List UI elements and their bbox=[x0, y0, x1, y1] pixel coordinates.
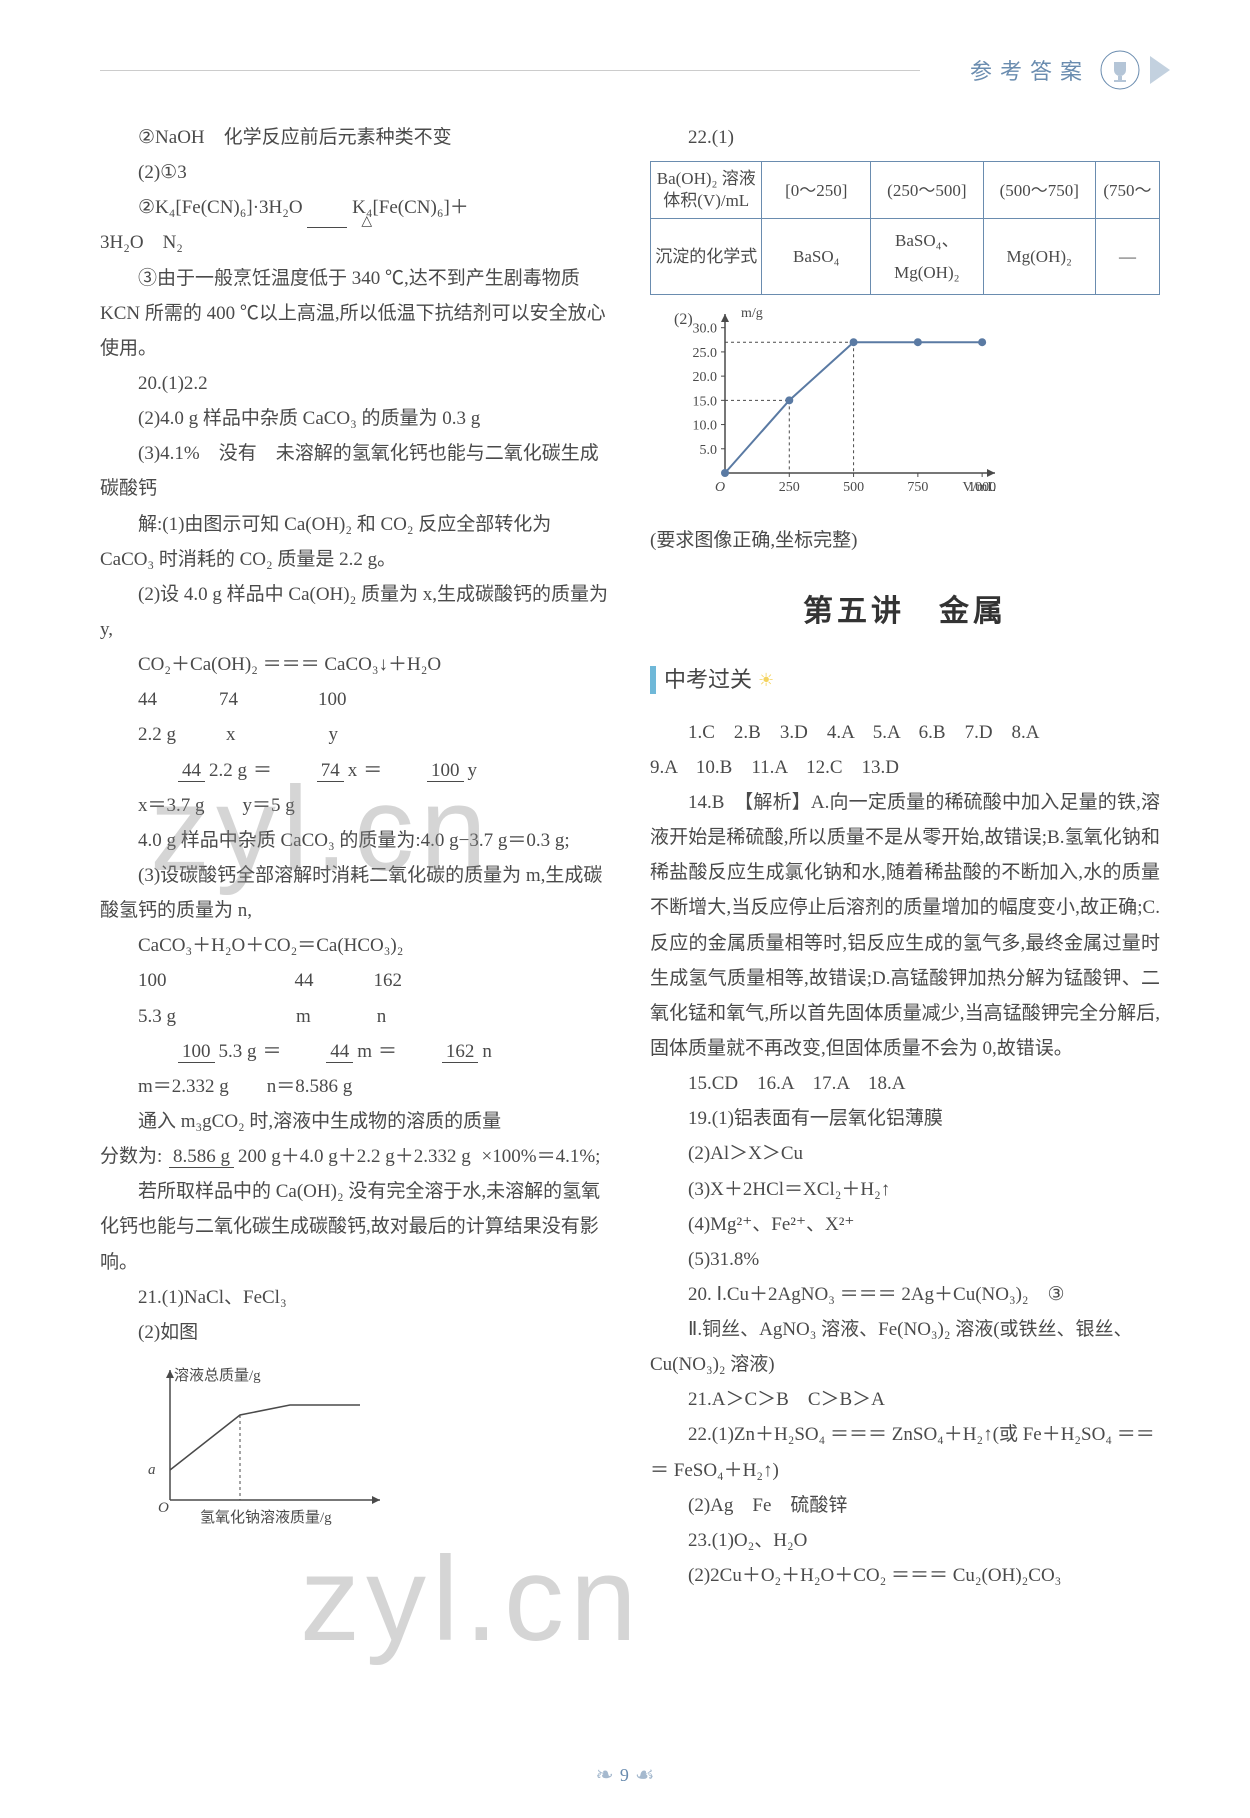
paragraph: (2)设 4.0 g 样品中 Ca(OH)₂ 质量为 x,生成碳酸钙的质量为 y… bbox=[100, 577, 610, 647]
page-number: 9 bbox=[620, 1765, 629, 1786]
sun-icon: ☀ bbox=[758, 664, 774, 697]
text-line: (5)31.8% bbox=[650, 1242, 1160, 1277]
svg-text:5.0: 5.0 bbox=[700, 443, 718, 458]
paragraph: 解:(1)由图示可知 Ca(OH)₂ 和 CO₂ 反应全部转化为 CaCO₃ 时… bbox=[100, 507, 610, 577]
table-cell: — bbox=[1095, 219, 1159, 295]
table-cell: [0～250] bbox=[762, 162, 871, 219]
page-header: 参考答案 bbox=[970, 50, 1170, 90]
explanation: 14.B 【解析】A.向一定质量的稀硫酸中加入足量的铁,溶液开始是稀硫酸,所以质… bbox=[650, 785, 1160, 1066]
text-line: (3)X＋2HCl＝XCl₂＋H₂↑ bbox=[650, 1172, 1160, 1207]
text-line: 22.(1)Zn＋H₂SO₄ ＝＝＝ ZnSO₄＋H₂↑(或 Fe＋H₂SO₄ … bbox=[650, 1417, 1160, 1487]
svg-text:25.0: 25.0 bbox=[693, 346, 718, 361]
answer-line: 9.A 10.B 11.A 12.C 13.D bbox=[650, 750, 1160, 785]
text-line: 21.(1)NaCl、FeCl₃ bbox=[100, 1280, 610, 1315]
text-line: (4)Mg²⁺、Fe²⁺、X²⁺ bbox=[650, 1207, 1160, 1242]
header-rule bbox=[100, 70, 920, 71]
left-column: ②NaOH 化学反应前后元素种类不变 (2)①3 ②K₄[Fe(CN)₆]·3H… bbox=[100, 120, 610, 1593]
text-line: 21.A＞C＞B C＞B＞A bbox=[650, 1382, 1160, 1417]
cup-icon bbox=[1100, 50, 1140, 90]
line-chart: 5.010.015.020.025.030.0O2505007501000m/g… bbox=[670, 303, 1160, 515]
svg-text:500: 500 bbox=[843, 480, 864, 495]
svg-text:O: O bbox=[158, 1500, 169, 1516]
text-line: (2)2Cu＋O₂＋H₂O＋CO₂ ＝＝＝ Cu₂(OH)₂CO₃ bbox=[650, 1558, 1160, 1593]
equation-row: 2.2 g x y bbox=[100, 717, 610, 752]
header-title: 参考答案 bbox=[970, 54, 1090, 86]
text-line: ②NaOH 化学反应前后元素种类不变 bbox=[100, 120, 610, 155]
table-header: 沉淀的化学式 bbox=[651, 219, 762, 295]
sub-title-text: 中考过关 bbox=[664, 660, 752, 701]
svg-text:10.0: 10.0 bbox=[693, 419, 718, 434]
paragraph: 若所取样品中的 Ca(OH)₂ 没有完全溶于水,未溶解的氢氧化钙也能与二氧化碳生… bbox=[100, 1174, 610, 1279]
answer-table: Ba(OH)₂ 溶液体积(V)/mL [0～250] (250～500] (50… bbox=[650, 161, 1160, 295]
equation: CaCO₃＋H₂O＋CO₂＝Ca(HCO₃)₂ bbox=[100, 928, 610, 963]
text-line: (3)4.1% 没有 未溶解的氢氧化钙也能与二氧化碳生成碳酸钙 bbox=[100, 436, 610, 506]
text-line: x＝3.7 g y＝5 g bbox=[100, 788, 610, 823]
text-line: (2)如图 bbox=[100, 1315, 610, 1350]
svg-text:a: a bbox=[148, 1462, 156, 1478]
leaf-left-icon: ❧ bbox=[595, 1762, 613, 1788]
text-line: m＝2.332 g n＝8.586 g bbox=[100, 1069, 610, 1104]
equation-row: 100 44 162 bbox=[100, 963, 610, 998]
sketch-ylabel: 溶液总质量/g bbox=[174, 1367, 261, 1384]
paragraph: (3)设碳酸钙全部溶解时消耗二氧化碳的质量为 m,生成碳酸氢钙的质量为 n, bbox=[100, 858, 610, 928]
table-cell: Mg(OH)₂ bbox=[983, 219, 1095, 295]
text-line: 20.(1)2.2 bbox=[100, 366, 610, 401]
header-triangle-icon bbox=[1150, 56, 1170, 84]
table-cell: BaSO₄ bbox=[762, 219, 871, 295]
right-column: 22.(1) Ba(OH)₂ 溶液体积(V)/mL [0～250] (250～5… bbox=[650, 120, 1160, 1593]
table-header: Ba(OH)₂ 溶液体积(V)/mL bbox=[651, 162, 762, 219]
table-cell: (500～750] bbox=[983, 162, 1095, 219]
text-line: ②K₄[Fe(CN)₆]·3H₂O △ K₄[Fe(CN)₆]＋ bbox=[100, 190, 610, 225]
table-cell: (750～ bbox=[1095, 162, 1159, 219]
text-line: 19.(1)铝表面有一层氧化铝薄膜 bbox=[650, 1101, 1160, 1136]
small-sketch-chart: 溶液总质量/g O 氢氧化钠溶液质量/g a bbox=[140, 1360, 610, 1542]
table-cell: (250～500] bbox=[871, 162, 983, 219]
svg-text:(2): (2) bbox=[674, 311, 693, 328]
content-columns: ②NaOH 化学反应前后元素种类不变 (2)①3 ②K₄[Fe(CN)₆]·3H… bbox=[100, 120, 1170, 1593]
text-line: 22.(1) bbox=[650, 120, 1160, 155]
equation: CO₂＋Ca(OH)₂ ＝＝＝ CaCO₃↓＋H₂O bbox=[100, 647, 610, 682]
text-line: (2)4.0 g 样品中杂质 CaCO₃ 的质量为 0.3 g bbox=[100, 401, 610, 436]
svg-text:m/g: m/g bbox=[741, 306, 763, 321]
text-line: 通入 m₃gCO₂ 时,溶液中生成物的溶质的质量 bbox=[100, 1104, 610, 1139]
text-line: (2)Ag Fe 硫酸锌 bbox=[650, 1488, 1160, 1523]
fraction-eq: 442.2 g＝ 74x＝ 100y bbox=[100, 753, 610, 788]
svg-text:15.0: 15.0 bbox=[693, 395, 718, 410]
svg-text:V/mL: V/mL bbox=[963, 480, 996, 495]
text-line: 4.0 g 样品中杂质 CaCO₃ 的质量为:4.0 g−3.7 g＝0.3 g… bbox=[100, 823, 610, 858]
formula-part: ②K₄[Fe(CN)₆]·3H₂O bbox=[138, 197, 303, 218]
sketch-xlabel: 氢氧化钠溶液质量/g bbox=[200, 1509, 332, 1526]
text-line: Ⅱ.铜丝、AgNO₃ 溶液、Fe(NO₃)₂ 溶液(或铁丝、银丝、Cu(NO₃)… bbox=[650, 1312, 1160, 1382]
sub-heading: 中考过关 ☀ bbox=[650, 660, 1160, 701]
svg-text:30.0: 30.0 bbox=[693, 322, 718, 337]
fraction-eq: 1005.3 g＝ 44m＝ 162n bbox=[100, 1034, 610, 1069]
accent-bar-icon bbox=[650, 666, 656, 694]
fraction-eq: 分数为: 8.586 g200 g＋4.0 g＋2.2 g＋2.332 g ×1… bbox=[100, 1139, 610, 1174]
answer-line: 1.C 2.B 3.D 4.A 5.A 6.B 7.D 8.A bbox=[650, 715, 1160, 750]
equation-row: 5.3 g m n bbox=[100, 999, 610, 1034]
answer-line: 15.CD 16.A 17.A 18.A bbox=[650, 1066, 1160, 1101]
svg-text:20.0: 20.0 bbox=[693, 370, 718, 385]
chart-note: (要求图像正确,坐标完整) bbox=[650, 523, 1160, 558]
text-line: (2)①3 bbox=[100, 155, 610, 190]
text-line: 23.(1)O₂、H₂O bbox=[650, 1523, 1160, 1558]
page-footer: ❧ 9 ☙ bbox=[595, 1762, 654, 1788]
section-title: 第五讲 金属 bbox=[650, 584, 1160, 640]
svg-text:O: O bbox=[715, 480, 725, 495]
svg-text:250: 250 bbox=[779, 480, 800, 495]
svg-text:750: 750 bbox=[907, 480, 928, 495]
text-line: 20. Ⅰ.Cu＋2AgNO₃ ＝＝＝ 2Ag＋Cu(NO₃)₂ ③ bbox=[650, 1277, 1160, 1312]
leaf-right-icon: ☙ bbox=[635, 1762, 655, 1788]
paragraph: ③由于一般烹饪温度低于 340 ℃,达不到产生剧毒物质 KCN 所需的 400 … bbox=[100, 261, 610, 366]
table-cell: BaSO₄、Mg(OH)₂ bbox=[871, 219, 983, 295]
text-line: (2)Al＞X＞Cu bbox=[650, 1136, 1160, 1171]
equation-row: 44 74 100 bbox=[100, 682, 610, 717]
